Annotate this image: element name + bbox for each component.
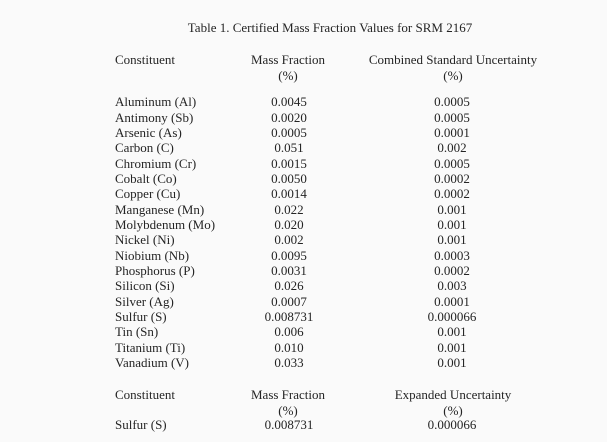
- table-row: Phosphorus (P) 0.0031 0.0002: [0, 263, 607, 278]
- cell-mass-fraction: 0.0014: [271, 186, 307, 202]
- cell-constituent: Sulfur (S): [115, 417, 167, 432]
- table-row: Manganese (Mn) 0.022 0.001: [0, 202, 607, 217]
- cell-uncertainty: 0.001: [437, 232, 467, 248]
- cell-mass-fraction: 0.051: [274, 140, 304, 156]
- table2-header-uncertainty-label: Expanded Uncertainty: [394, 387, 512, 402]
- table2-header-mass-fraction-label: Mass Fraction: [250, 387, 326, 402]
- cell-uncertainty: 0.003: [437, 278, 467, 294]
- cell-mass-fraction: 0.022: [274, 201, 304, 217]
- cell-uncertainty: 0.001: [437, 217, 467, 233]
- table1-body: Aluminum (Al) 0.0045 0.0005 Antimony (Sb…: [0, 94, 607, 370]
- cell-constituent: Antimony (Sb): [115, 109, 194, 125]
- cell-uncertainty: 0.001: [437, 339, 467, 355]
- cell-constituent: Cobalt (Co): [115, 171, 177, 187]
- cell-constituent: Nickel (Ni): [115, 232, 175, 248]
- table1-header-uncertainty: Combined Standard Uncertainty (%): [369, 52, 537, 84]
- cell-mass-fraction: 0.0007: [271, 293, 307, 309]
- table-row: Molybdenum (Mo) 0.020 0.001: [0, 217, 607, 232]
- table-row: Niobium (Nb) 0.0095 0.0003: [0, 248, 607, 263]
- table2-header-uncertainty-unit: (%): [443, 403, 463, 418]
- cell-mass-fraction: 0.006: [274, 324, 304, 340]
- cell-mass-fraction: 0.0045: [271, 94, 307, 110]
- table-row: Cobalt (Co) 0.0050 0.0002: [0, 171, 607, 186]
- table-row: Arsenic (As) 0.0005 0.0001: [0, 125, 607, 140]
- cell-constituent: Phosphorus (P): [115, 263, 195, 279]
- cell-uncertainty: 0.0003: [434, 247, 470, 263]
- table2-header-constituent: Constituent: [115, 387, 175, 402]
- table1-header-uncertainty-label: Combined Standard Uncertainty: [368, 52, 538, 67]
- table-row: Silver (Ag) 0.0007 0.0001: [0, 294, 607, 309]
- table-row: Titanium (Ti) 0.010 0.001: [0, 340, 607, 355]
- table-row: Nickel (Ni) 0.002 0.001: [0, 232, 607, 247]
- table2-header-uncertainty: Expanded Uncertainty (%): [395, 387, 512, 419]
- table2-body: Sulfur (S) 0.008731 0.000066: [0, 417, 607, 432]
- cell-mass-fraction: 0.0015: [271, 155, 307, 171]
- table2-header-mass-fraction: Mass Fraction (%): [251, 387, 325, 419]
- table-row: Tin (Sn) 0.006 0.001: [0, 324, 607, 339]
- cell-uncertainty: 0.0002: [434, 186, 470, 202]
- cell-mass-fraction: 0.026: [274, 278, 304, 294]
- table-row: Chromium (Cr) 0.0015 0.0005: [0, 156, 607, 171]
- cell-uncertainty: 0.0005: [434, 94, 470, 110]
- cell-constituent: Manganese (Mn): [115, 201, 205, 217]
- cell-mass-fraction: 0.0031: [271, 263, 307, 279]
- cell-uncertainty: 0.000066: [427, 309, 477, 325]
- cell-mass-fraction: 0.0020: [271, 109, 307, 125]
- cell-mass-fraction: 0.033: [274, 355, 304, 371]
- cell-mass-fraction: 0.0050: [271, 171, 307, 187]
- cell-constituent: Molybdenum (Mo): [115, 217, 216, 233]
- table1-header-mass-fraction: Mass Fraction (%): [251, 52, 325, 84]
- table-row: Carbon (C) 0.051 0.002: [0, 140, 607, 155]
- table-row: Sulfur (S) 0.008731 0.000066: [0, 309, 607, 324]
- cell-mass-fraction: 0.0005: [271, 124, 307, 140]
- cell-constituent: Aluminum (Al): [115, 94, 197, 110]
- cell-uncertainty: 0.0005: [434, 155, 470, 171]
- cell-constituent: Vanadium (V): [115, 355, 190, 371]
- table1-header-uncertainty-unit: (%): [443, 68, 463, 83]
- table-row: Vanadium (V) 0.033 0.001: [0, 355, 607, 370]
- cell-constituent: Carbon (C): [115, 140, 174, 156]
- table2-header-mass-fraction-unit: (%): [278, 403, 298, 418]
- table-row: Sulfur (S) 0.008731 0.000066: [0, 417, 607, 432]
- cell-constituent: Silicon (Si): [115, 278, 175, 294]
- table-row: Silicon (Si) 0.026 0.003: [0, 278, 607, 293]
- cell-constituent: Arsenic (As): [115, 124, 182, 140]
- cell-uncertainty: 0.0002: [434, 171, 470, 187]
- table1-header-mass-fraction-label: Mass Fraction: [250, 52, 326, 67]
- cell-mass-fraction: 0.002: [274, 232, 304, 248]
- cell-uncertainty: 0.001: [437, 201, 467, 217]
- cell-mass-fraction: 0.008731: [264, 309, 314, 325]
- cell-constituent: Tin (Sn): [115, 324, 159, 340]
- cell-mass-fraction: 0.020: [274, 217, 304, 233]
- cell-mass-fraction: 0.0095: [271, 247, 307, 263]
- cell-uncertainty: 0.002: [437, 140, 467, 156]
- cell-uncertainty: 0.0001: [434, 293, 470, 309]
- table1-header-constituent: Constituent: [115, 52, 175, 67]
- cell-uncertainty: 0.0002: [434, 263, 470, 279]
- cell-uncertainty: 0.0001: [434, 124, 470, 140]
- cell-uncertainty: 0.001: [437, 324, 467, 340]
- cell-constituent: Titanium (Ti): [115, 339, 186, 355]
- cell-constituent: Copper (Cu): [115, 186, 181, 202]
- cell-mass-fraction: 0.008731: [264, 417, 314, 432]
- cell-uncertainty: 0.001: [437, 355, 467, 371]
- cell-mass-fraction: 0.010: [274, 339, 304, 355]
- cell-uncertainty: 0.000066: [427, 417, 477, 432]
- table-row: Copper (Cu) 0.0014 0.0002: [0, 186, 607, 201]
- cell-constituent: Chromium (Cr): [115, 155, 197, 171]
- cell-constituent: Sulfur (S): [115, 309, 167, 325]
- table-title: Table 1. Certified Mass Fraction Values …: [187, 20, 473, 35]
- cell-constituent: Niobium (Nb): [115, 247, 190, 263]
- table-row: Antimony (Sb) 0.0020 0.0005: [0, 110, 607, 125]
- table-row: Aluminum (Al) 0.0045 0.0005: [0, 94, 607, 109]
- cell-uncertainty: 0.0005: [434, 109, 470, 125]
- cell-constituent: Silver (Ag): [115, 293, 174, 309]
- table1-header-mass-fraction-unit: (%): [278, 68, 298, 83]
